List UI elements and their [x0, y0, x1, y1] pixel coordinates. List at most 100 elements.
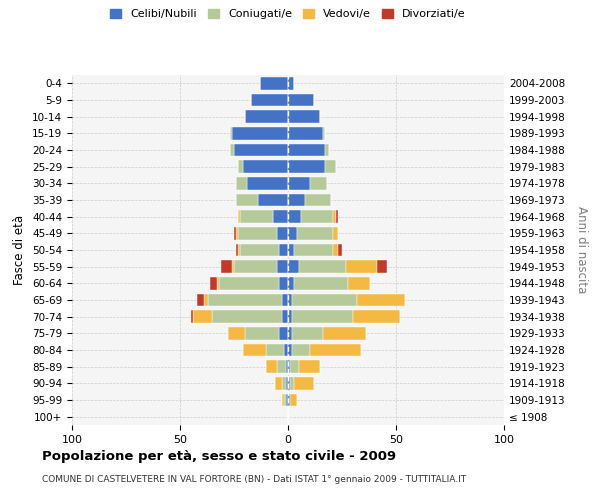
- Bar: [238, 244, 241, 256]
- Bar: [301, 210, 334, 223]
- Bar: [310, 344, 361, 356]
- Bar: [241, 210, 273, 223]
- Bar: [286, 394, 288, 406]
- Bar: [288, 77, 295, 90]
- Bar: [281, 377, 286, 390]
- Bar: [292, 310, 353, 323]
- Bar: [288, 144, 325, 156]
- Bar: [275, 377, 281, 390]
- Bar: [284, 344, 288, 356]
- Bar: [280, 244, 288, 256]
- Bar: [230, 127, 232, 140]
- Bar: [242, 160, 288, 173]
- Bar: [217, 277, 219, 289]
- Text: Popolazione per età, sesso e stato civile - 2009: Popolazione per età, sesso e stato civil…: [42, 450, 396, 463]
- Bar: [323, 127, 325, 140]
- Bar: [288, 327, 292, 340]
- Bar: [238, 210, 241, 223]
- Legend: Celibi/Nubili, Coniugati/e, Vedovi/e, Divorziati/e: Celibi/Nubili, Coniugati/e, Vedovi/e, Di…: [107, 6, 469, 22]
- Bar: [292, 294, 357, 306]
- Bar: [236, 177, 247, 190]
- Bar: [290, 360, 299, 373]
- Bar: [277, 360, 286, 373]
- Bar: [288, 210, 301, 223]
- Bar: [346, 260, 377, 273]
- Bar: [286, 360, 288, 373]
- Bar: [334, 210, 335, 223]
- Bar: [234, 144, 288, 156]
- Bar: [288, 94, 314, 106]
- Bar: [251, 94, 288, 106]
- Bar: [299, 260, 346, 273]
- Bar: [290, 377, 295, 390]
- Bar: [227, 327, 245, 340]
- Bar: [334, 227, 338, 239]
- Bar: [323, 327, 366, 340]
- Bar: [281, 394, 284, 406]
- Bar: [288, 277, 295, 289]
- Bar: [273, 210, 288, 223]
- Bar: [236, 227, 238, 239]
- Bar: [236, 244, 238, 256]
- Bar: [280, 327, 288, 340]
- Bar: [296, 227, 334, 239]
- Bar: [295, 377, 314, 390]
- Bar: [245, 327, 280, 340]
- Bar: [288, 310, 292, 323]
- Bar: [288, 194, 305, 206]
- Bar: [191, 310, 193, 323]
- Bar: [286, 377, 288, 390]
- Bar: [295, 277, 349, 289]
- Bar: [230, 144, 234, 156]
- Bar: [212, 310, 281, 323]
- Bar: [232, 127, 288, 140]
- Bar: [292, 344, 310, 356]
- Bar: [242, 344, 266, 356]
- Bar: [260, 77, 288, 90]
- Bar: [284, 394, 286, 406]
- Bar: [335, 210, 338, 223]
- Bar: [266, 360, 277, 373]
- Bar: [281, 310, 288, 323]
- Bar: [288, 227, 296, 239]
- Bar: [288, 294, 292, 306]
- Bar: [288, 244, 295, 256]
- Bar: [288, 360, 290, 373]
- Bar: [325, 160, 335, 173]
- Bar: [232, 260, 234, 273]
- Text: Anni di nascita: Anni di nascita: [575, 206, 589, 294]
- Bar: [377, 260, 388, 273]
- Bar: [236, 194, 258, 206]
- Bar: [219, 277, 280, 289]
- Bar: [193, 310, 212, 323]
- Bar: [280, 277, 288, 289]
- Bar: [197, 294, 204, 306]
- Bar: [334, 244, 338, 256]
- Bar: [277, 260, 288, 273]
- Y-axis label: Fasce di età: Fasce di età: [13, 215, 26, 285]
- Bar: [357, 294, 404, 306]
- Bar: [290, 394, 296, 406]
- Bar: [234, 260, 277, 273]
- Bar: [299, 360, 320, 373]
- Bar: [221, 260, 232, 273]
- Bar: [288, 177, 310, 190]
- Bar: [288, 344, 292, 356]
- Bar: [338, 244, 342, 256]
- Bar: [238, 227, 277, 239]
- Bar: [258, 194, 288, 206]
- Bar: [310, 177, 327, 190]
- Bar: [238, 160, 242, 173]
- Text: COMUNE DI CASTELVETERE IN VAL FORTORE (BN) - Dati ISTAT 1° gennaio 2009 - TUTTIT: COMUNE DI CASTELVETERE IN VAL FORTORE (B…: [42, 475, 466, 484]
- Bar: [204, 294, 208, 306]
- Bar: [288, 260, 299, 273]
- Bar: [305, 194, 331, 206]
- Bar: [288, 127, 323, 140]
- Bar: [247, 177, 288, 190]
- Bar: [210, 277, 217, 289]
- Bar: [245, 110, 288, 123]
- Bar: [325, 144, 329, 156]
- Bar: [288, 394, 290, 406]
- Bar: [292, 327, 323, 340]
- Bar: [277, 227, 288, 239]
